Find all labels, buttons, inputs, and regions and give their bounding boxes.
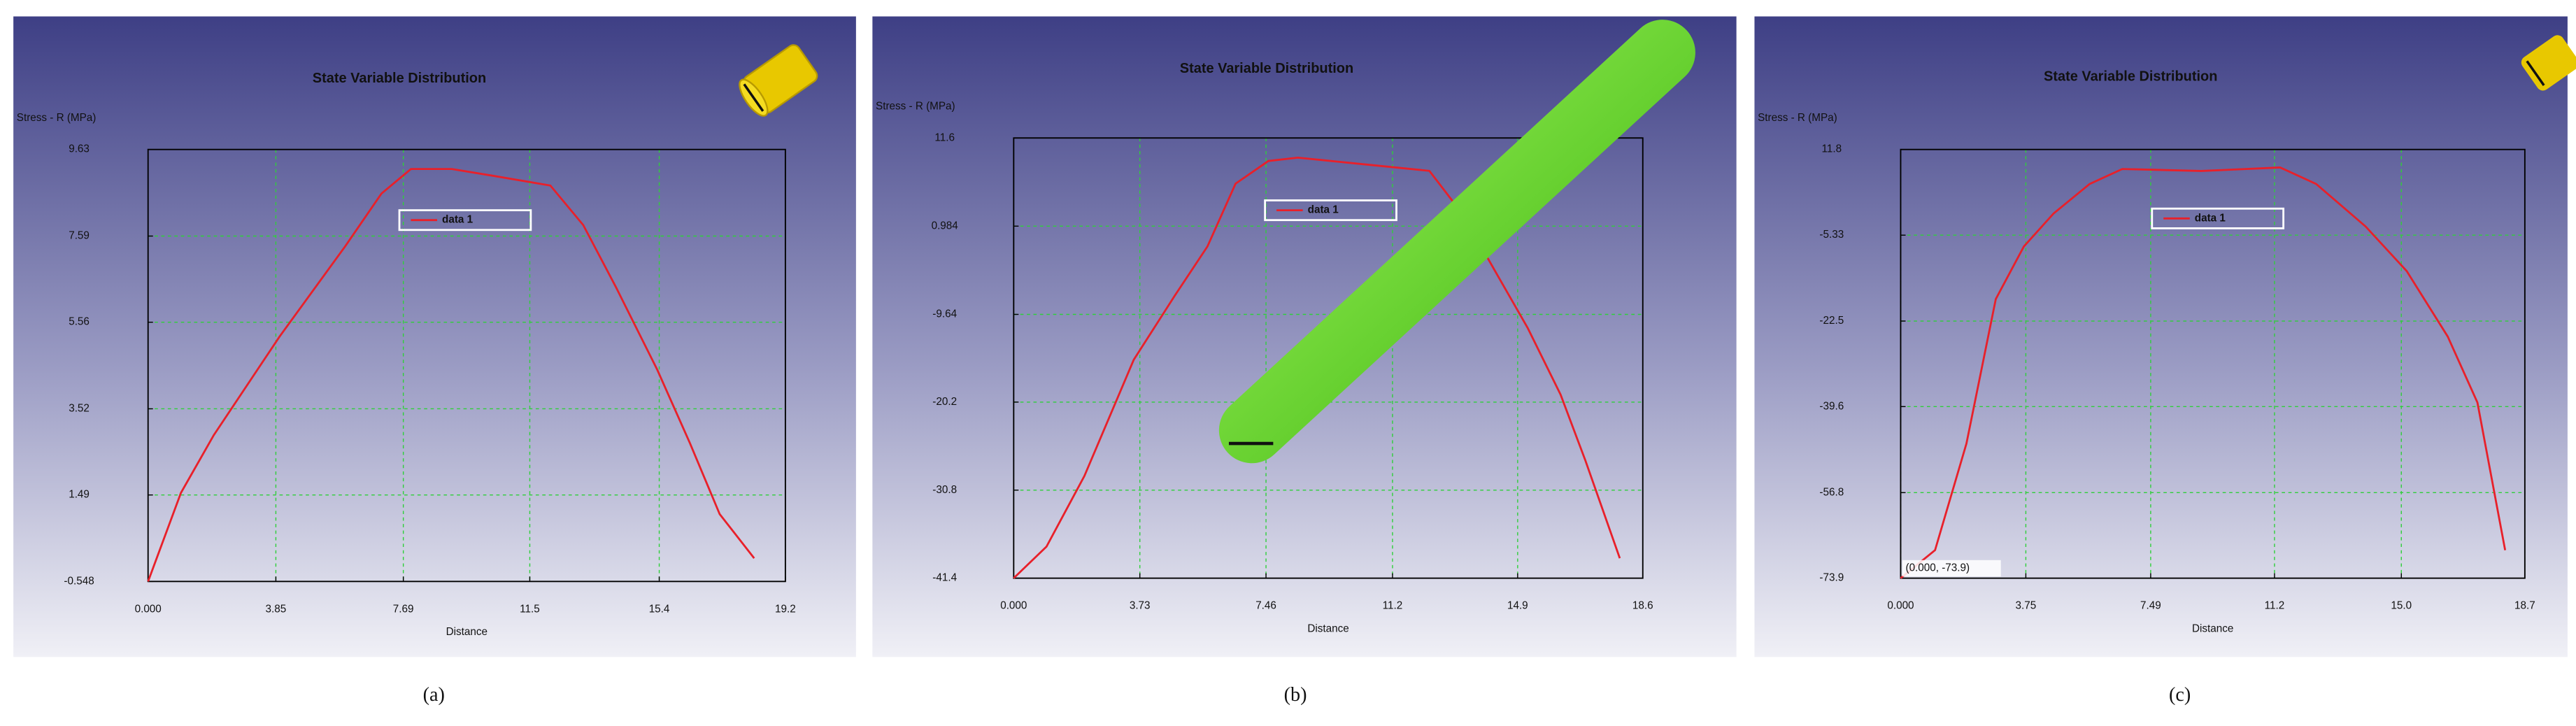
y-tick-label: -41.4 — [932, 572, 957, 584]
x-tick-label: 7.49 — [2140, 600, 2161, 612]
y-tick-label: 7.59 — [69, 230, 90, 242]
y-tick-label: 9.63 — [69, 143, 90, 155]
plot-frame — [147, 148, 786, 583]
y-tick-label: 11.6 — [934, 131, 955, 143]
y-tick-label: -20.2 — [932, 396, 957, 408]
x-axis-label: Distance — [2192, 622, 2233, 634]
data-line — [1900, 166, 2507, 579]
data-line — [1013, 156, 1621, 579]
y-tick-label: -56.8 — [1819, 486, 1844, 498]
plot-frame — [1900, 148, 2526, 579]
data-line — [147, 168, 755, 582]
caption: (b) — [1284, 684, 1307, 706]
x-tick-label: 7.46 — [1255, 600, 1276, 612]
x-tick-label: 14.9 — [1507, 600, 1528, 612]
y-tick-label: 0.984 — [932, 220, 959, 232]
y-tick-label: -9.64 — [932, 308, 957, 320]
x-tick-label: 18.7 — [2514, 600, 2535, 612]
chart-title: State Variable Distribution — [2044, 69, 2217, 85]
decoration — [739, 20, 2576, 464]
legend-label: data 1 — [442, 214, 474, 226]
y-tick-label: -30.8 — [932, 484, 957, 496]
annotation-box — [1902, 560, 2001, 577]
panel-background — [1754, 16, 2568, 657]
charts: State Variable Distribution Stress - R (M… — [17, 61, 2535, 706]
y-tick-label: -0.548 — [64, 575, 94, 587]
legend-label: data 1 — [1308, 204, 1339, 216]
y-axis-label: Stress - R (MPa) — [1758, 112, 1837, 124]
annotation: (0.000, -73.9) — [1906, 562, 1970, 574]
x-tick-label: 15.4 — [649, 603, 670, 615]
y-tick-label: -22.5 — [1819, 315, 1844, 327]
x-tick-label: 19.2 — [775, 603, 796, 615]
legend-box — [1264, 199, 1397, 222]
x-tick-label: 11.2 — [1383, 600, 1403, 612]
x-axis-label: Distance — [446, 626, 488, 638]
y-tick-label: 1.49 — [69, 489, 90, 501]
x-axis-label: Distance — [1307, 622, 1349, 634]
y-axis-label: Stress - R (MPa) — [876, 101, 955, 113]
caption: (c) — [2169, 684, 2191, 706]
y-tick-label: -39.6 — [1819, 400, 1844, 412]
y-tick-label: 5.56 — [69, 316, 90, 328]
plot-frame — [1013, 137, 1644, 579]
panel-background — [13, 16, 856, 657]
chart-title: State Variable Distribution — [1180, 61, 1353, 76]
x-tick-label: 3.75 — [2016, 600, 2037, 612]
legend-box — [2151, 207, 2285, 229]
x-tick-label: 3.73 — [1130, 600, 1151, 612]
y-tick-label: 11.8 — [1822, 143, 1842, 155]
x-tick-label: 18.6 — [1632, 600, 1653, 612]
y-tick-label: -73.9 — [1819, 572, 1844, 584]
y-axis-label: Stress - R (MPa) — [17, 112, 97, 124]
x-tick-label: 0.000 — [1887, 600, 1914, 612]
y-tick-label: -5.33 — [1819, 229, 1844, 241]
legend-box — [398, 209, 532, 232]
legend-label: data 1 — [2195, 212, 2226, 224]
x-tick-label: 11.5 — [520, 603, 540, 615]
x-tick-label: 0.000 — [135, 603, 162, 615]
x-tick-label: 11.2 — [2265, 600, 2285, 612]
x-tick-label: 0.000 — [1000, 600, 1027, 612]
y-tick-label: 3.52 — [69, 403, 90, 415]
chart-title: State Variable Distribution — [313, 71, 486, 86]
x-tick-label: 7.69 — [393, 603, 414, 615]
x-tick-label: 3.85 — [266, 603, 287, 615]
caption: (a) — [423, 684, 445, 706]
x-tick-label: 15.0 — [2391, 600, 2412, 612]
